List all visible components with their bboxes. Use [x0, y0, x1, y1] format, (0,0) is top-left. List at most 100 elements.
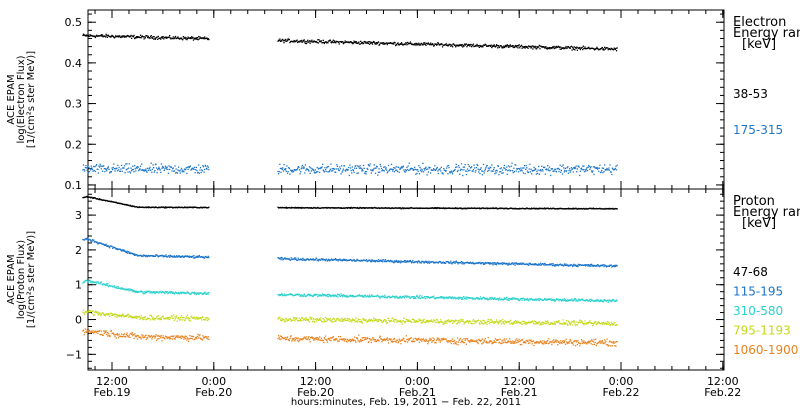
data-point: [402, 207, 404, 209]
data-point: [510, 297, 513, 299]
data-point: [337, 296, 339, 298]
data-point: [379, 259, 381, 261]
data-point: [120, 314, 122, 316]
data-point: [130, 34, 132, 37]
data-point: [123, 250, 125, 252]
data-point: [99, 163, 101, 165]
data-point: [122, 36, 124, 38]
data-point: [567, 166, 569, 168]
data-point: [466, 170, 468, 172]
data-point: [158, 292, 160, 294]
data-point: [320, 317, 322, 319]
data-point: [179, 255, 181, 258]
data-point: [155, 167, 158, 169]
data-point: [300, 41, 302, 43]
data-point: [493, 167, 495, 169]
data-point: [499, 168, 501, 170]
data-point: [530, 321, 532, 324]
data-point: [614, 300, 616, 302]
data-point: [540, 170, 542, 172]
data-point: [588, 164, 590, 167]
data-point: [318, 167, 320, 169]
data-point: [153, 38, 155, 40]
data-point: [462, 44, 464, 47]
data-point: [297, 257, 299, 259]
data-point: [490, 170, 492, 172]
data-point: [432, 261, 434, 263]
data-point: [545, 298, 547, 300]
data-point: [193, 316, 196, 318]
data-point: [146, 318, 148, 320]
data-point: [188, 319, 190, 322]
data-point: [503, 297, 505, 299]
data-point: [103, 165, 105, 167]
data-point: [570, 321, 573, 324]
data-point: [304, 319, 306, 321]
data-point: [589, 168, 591, 171]
data-point: [421, 295, 423, 297]
data-point: [377, 174, 379, 176]
data-point: [476, 297, 478, 299]
data-point: [567, 46, 570, 48]
data-point: [537, 169, 539, 171]
data-point: [336, 164, 338, 166]
data-point: [187, 318, 189, 320]
data-point: [298, 294, 301, 296]
data-point: [458, 321, 460, 323]
data-point: [331, 40, 333, 43]
data-point: [310, 170, 312, 172]
data-point: [447, 319, 450, 321]
data-point: [197, 171, 199, 173]
data-point: [279, 257, 282, 259]
data-point: [164, 255, 167, 257]
data-point: [485, 44, 487, 46]
data-point: [343, 165, 346, 167]
data-point: [379, 43, 381, 46]
data-point: [364, 42, 366, 44]
data-point: [518, 167, 520, 170]
data-point: [91, 239, 94, 241]
data-point: [587, 47, 589, 49]
data-point: [495, 45, 497, 47]
data-point: [338, 43, 340, 45]
data-point: [126, 163, 128, 165]
data-point: [551, 263, 553, 265]
data-point: [436, 319, 438, 321]
data-point: [168, 36, 170, 38]
data-point: [522, 320, 524, 323]
data-point: [331, 168, 333, 170]
data-point: [521, 170, 523, 172]
data-point: [605, 168, 608, 171]
data-point: [148, 168, 151, 170]
data-point: [110, 171, 113, 173]
data-point: [493, 263, 495, 265]
data-point: [517, 263, 519, 266]
data-point: [198, 292, 200, 295]
data-point: [371, 319, 373, 321]
data-point: [87, 238, 89, 240]
data-point: [106, 36, 108, 38]
data-point: [153, 167, 155, 169]
data-point: [468, 262, 470, 264]
data-point: [596, 265, 598, 267]
data-point: [596, 168, 599, 170]
data-point: [552, 45, 554, 48]
data-point: [361, 170, 363, 172]
data-point: [465, 43, 467, 45]
data-point: [409, 259, 412, 262]
data-point: [295, 318, 298, 320]
data-point: [330, 319, 333, 321]
data-point: [92, 310, 94, 312]
data-point: [114, 315, 116, 318]
data-point: [452, 319, 454, 322]
data-point: [567, 299, 569, 301]
data-point: [340, 173, 342, 175]
data-point: [584, 169, 586, 171]
data-point: [386, 169, 388, 171]
data-point: [150, 169, 152, 171]
data-point: [134, 317, 136, 319]
data-point: [503, 298, 505, 301]
data-point: [504, 298, 506, 300]
data-point: [416, 172, 418, 174]
data-point: [90, 280, 92, 283]
